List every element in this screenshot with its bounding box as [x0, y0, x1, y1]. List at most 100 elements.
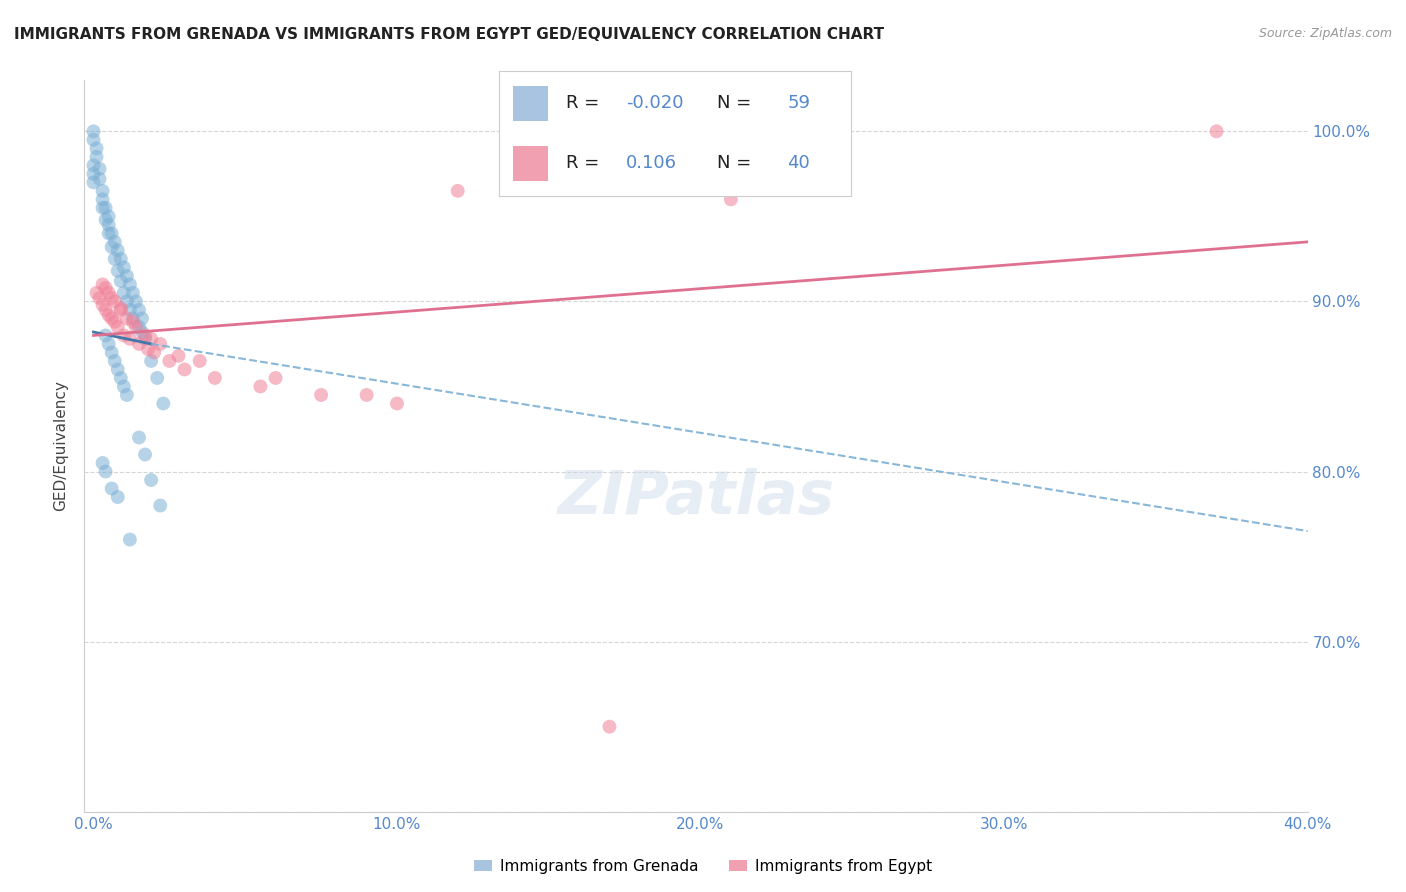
Point	[136, 342, 159, 356]
Text: R =: R =	[565, 95, 605, 112]
Point	[91, 192, 114, 206]
Point	[131, 325, 153, 339]
Point	[115, 294, 138, 309]
Point	[143, 345, 166, 359]
Point	[82, 124, 104, 138]
Point	[100, 311, 122, 326]
Point	[131, 311, 153, 326]
Y-axis label: GED/Equivalency: GED/Equivalency	[53, 381, 69, 511]
Point	[139, 473, 162, 487]
Point	[139, 332, 162, 346]
Point	[112, 328, 135, 343]
Point	[82, 158, 104, 172]
Point	[112, 379, 135, 393]
Point	[128, 302, 150, 317]
Point	[97, 337, 120, 351]
Point	[122, 311, 145, 326]
Point	[97, 210, 120, 224]
Point	[125, 320, 148, 334]
Legend: Immigrants from Grenada, Immigrants from Egypt: Immigrants from Grenada, Immigrants from…	[468, 853, 938, 880]
Point	[91, 201, 114, 215]
Point	[94, 465, 117, 479]
Point	[112, 285, 135, 300]
Point	[122, 285, 145, 300]
Point	[598, 720, 620, 734]
Point	[447, 184, 470, 198]
Point	[82, 175, 104, 189]
Point	[149, 499, 172, 513]
Point	[100, 291, 122, 305]
Point	[128, 337, 150, 351]
Point	[107, 490, 129, 504]
Point	[100, 227, 122, 241]
Point	[115, 311, 138, 326]
Point	[107, 244, 129, 258]
Point	[100, 345, 122, 359]
Point	[97, 285, 120, 300]
Point	[86, 150, 108, 164]
Point	[107, 362, 129, 376]
Text: N =: N =	[717, 154, 756, 172]
Point	[146, 371, 169, 385]
Text: 40: 40	[787, 154, 810, 172]
Point	[110, 301, 132, 316]
Point	[134, 328, 156, 343]
Point	[91, 298, 114, 312]
Point	[356, 388, 378, 402]
Point	[157, 354, 180, 368]
Point	[94, 302, 117, 317]
Point	[97, 218, 120, 232]
Point	[139, 354, 162, 368]
Point	[91, 184, 114, 198]
Point	[204, 371, 226, 385]
Point	[167, 349, 190, 363]
Point	[94, 328, 117, 343]
Point	[86, 141, 108, 155]
Point	[134, 332, 156, 346]
Point	[264, 371, 287, 385]
Text: 0.106: 0.106	[626, 154, 676, 172]
Point	[104, 235, 127, 249]
Point	[89, 161, 111, 176]
Point	[104, 252, 127, 266]
Text: IMMIGRANTS FROM GRENADA VS IMMIGRANTS FROM EGYPT GED/EQUIVALENCY CORRELATION CHA: IMMIGRANTS FROM GRENADA VS IMMIGRANTS FR…	[14, 27, 884, 42]
Text: Source: ZipAtlas.com: Source: ZipAtlas.com	[1258, 27, 1392, 40]
Point	[94, 281, 117, 295]
FancyBboxPatch shape	[513, 146, 548, 181]
Point	[107, 264, 129, 278]
Point	[125, 294, 148, 309]
Point	[128, 430, 150, 444]
Text: -0.020: -0.020	[626, 95, 683, 112]
Point	[89, 291, 111, 305]
Point	[89, 172, 111, 186]
Point	[128, 320, 150, 334]
Point	[110, 302, 132, 317]
Point	[115, 388, 138, 402]
Point	[82, 167, 104, 181]
Point	[188, 354, 211, 368]
Point	[173, 362, 195, 376]
Text: 59: 59	[787, 95, 810, 112]
Text: ZIPatlas: ZIPatlas	[557, 467, 835, 526]
Point	[110, 274, 132, 288]
Point	[94, 201, 117, 215]
Point	[118, 533, 141, 547]
Point	[152, 396, 174, 410]
Point	[100, 240, 122, 254]
Point	[91, 277, 114, 292]
Point	[122, 315, 145, 329]
Point	[97, 308, 120, 322]
Point	[104, 315, 127, 329]
Point	[134, 448, 156, 462]
Point	[149, 337, 172, 351]
Point	[249, 379, 271, 393]
Point	[112, 260, 135, 275]
Text: R =: R =	[565, 154, 610, 172]
Point	[309, 388, 332, 402]
Point	[94, 212, 117, 227]
Point	[91, 456, 114, 470]
Point	[1205, 124, 1227, 138]
Point	[104, 294, 127, 309]
Text: N =: N =	[717, 95, 756, 112]
Point	[86, 285, 108, 300]
